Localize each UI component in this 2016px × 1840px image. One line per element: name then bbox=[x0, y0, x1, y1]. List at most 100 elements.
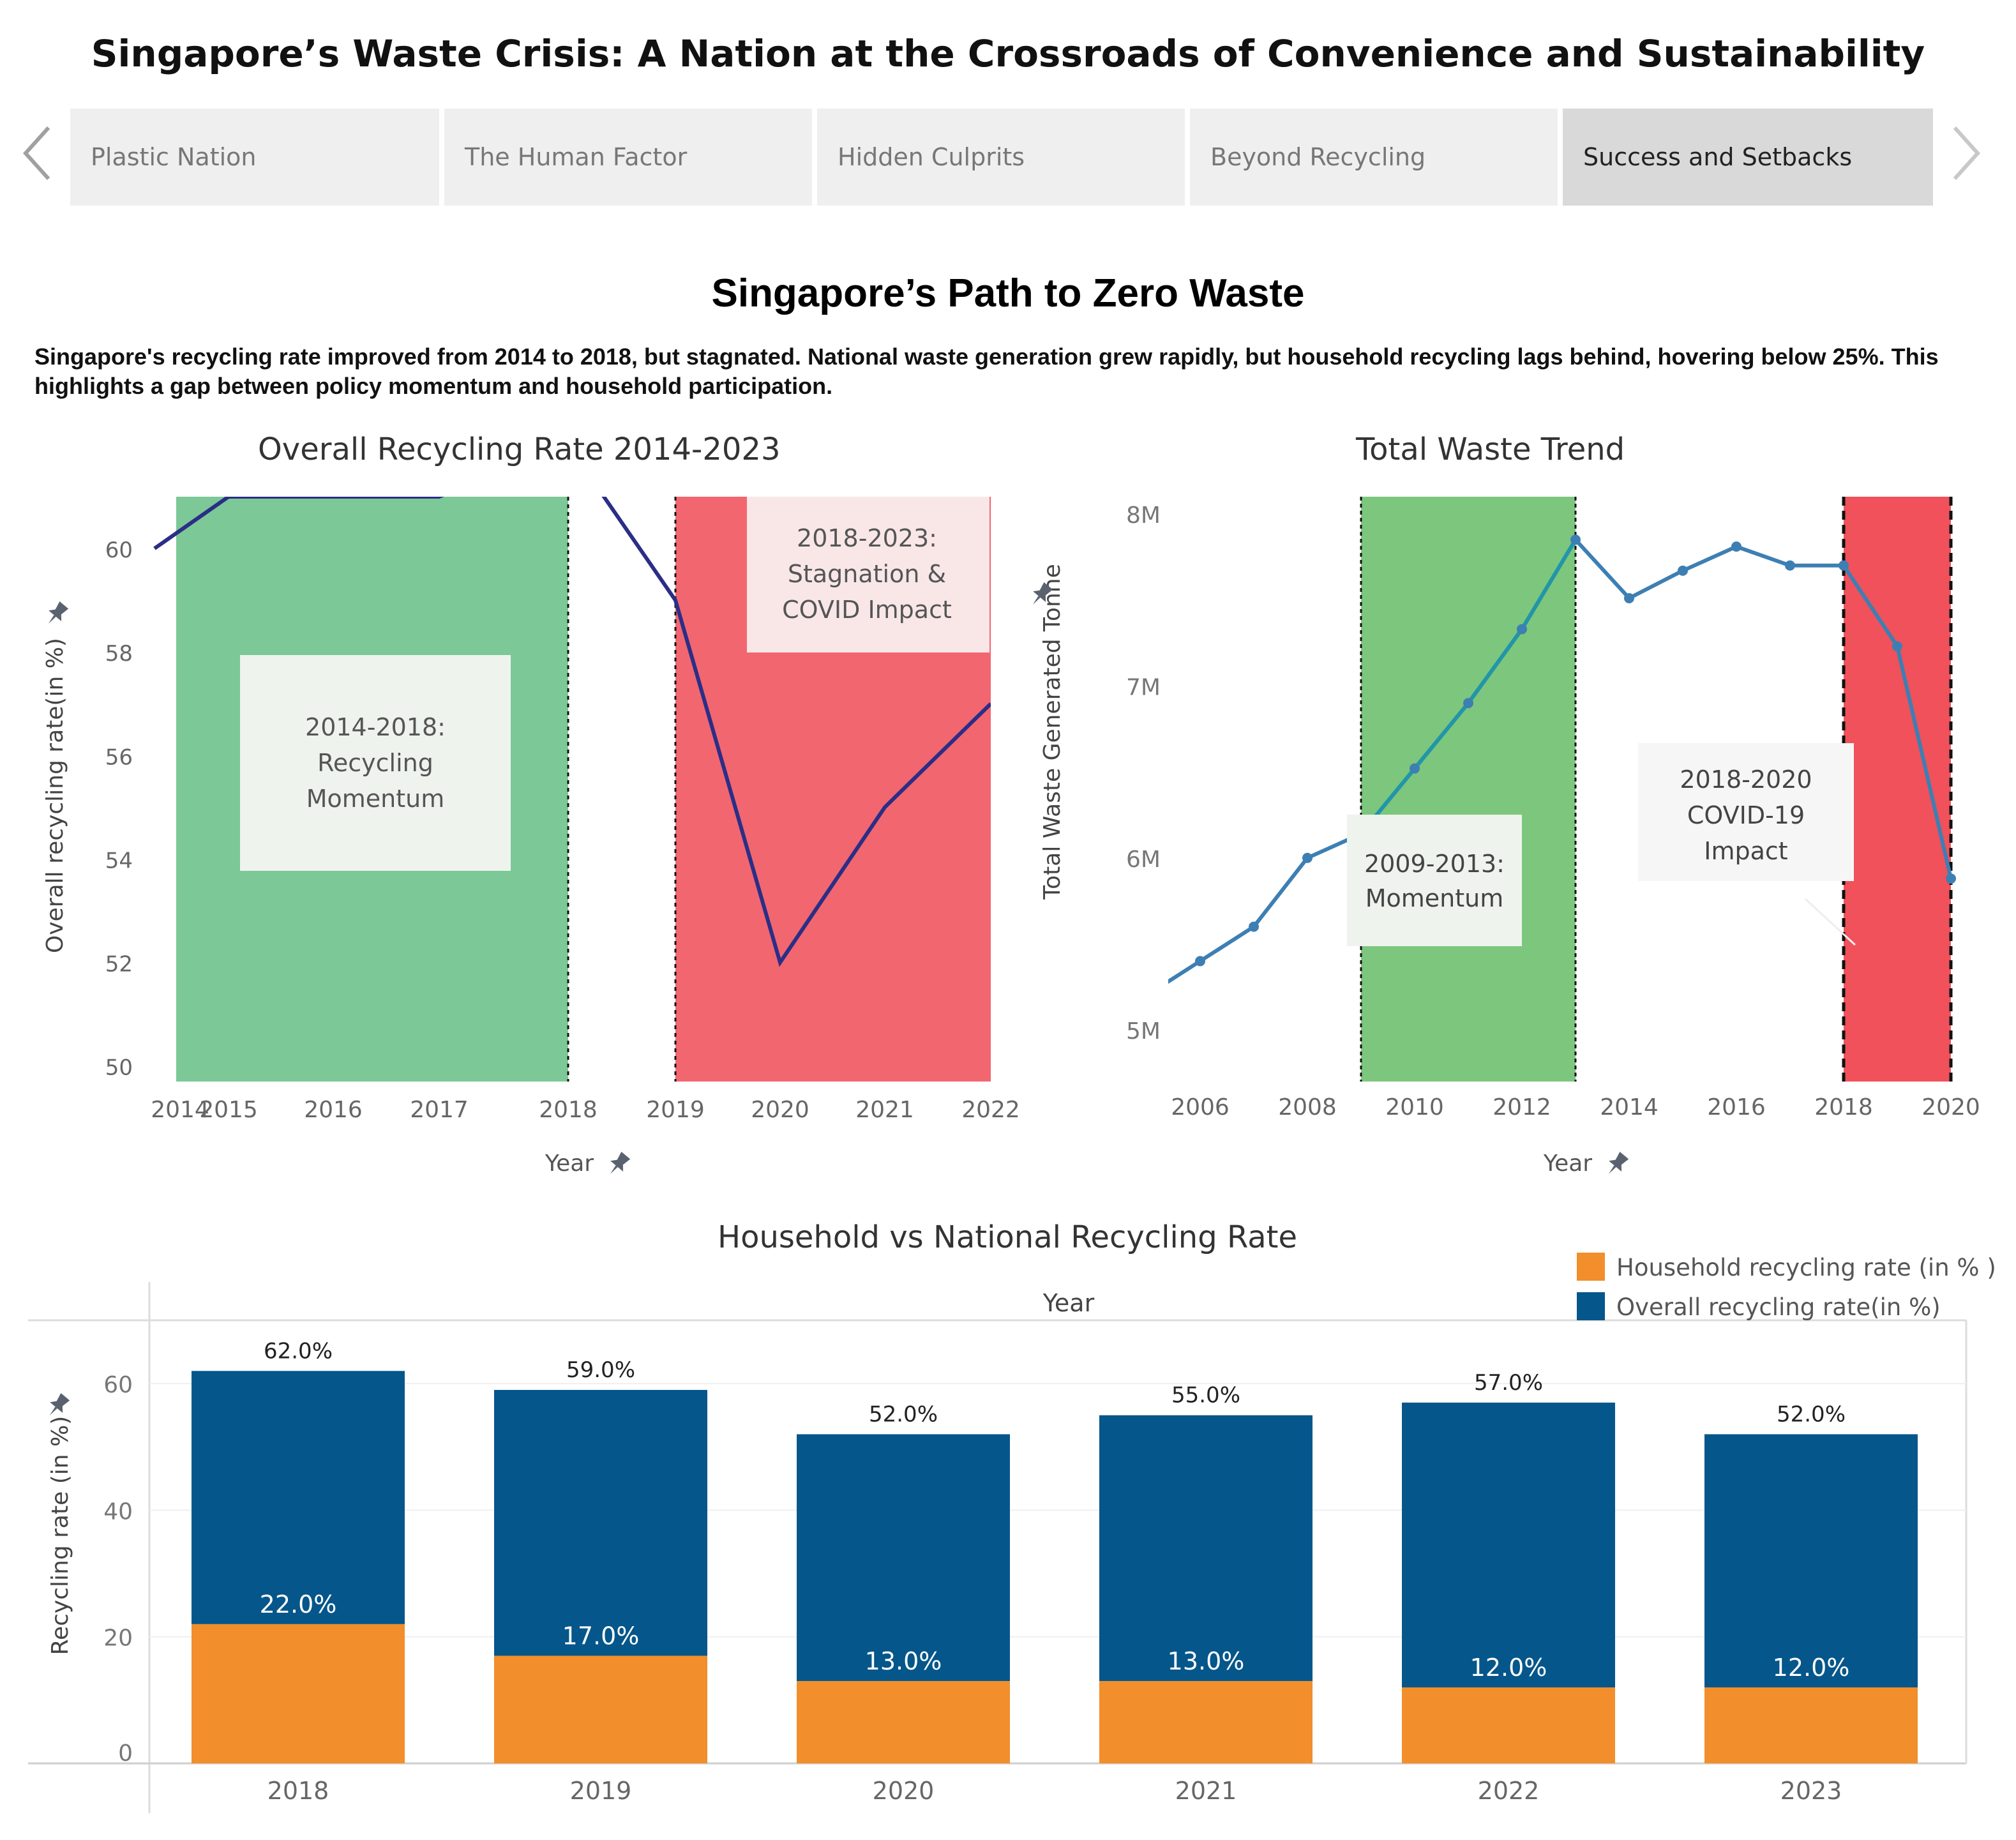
annotation-box-momentum bbox=[1347, 815, 1522, 946]
y-tick-label: 52 bbox=[105, 952, 133, 977]
bar-label-household: 12.0% bbox=[1773, 1654, 1850, 1682]
bar-overall[interactable] bbox=[192, 1371, 405, 1624]
bar-label-overall: 57.0% bbox=[1474, 1370, 1543, 1396]
data-point[interactable] bbox=[1249, 921, 1259, 932]
pin-icon[interactable] bbox=[42, 600, 70, 629]
x-tick-label: 2022 bbox=[1478, 1777, 1540, 1805]
x-tick-label: 2021 bbox=[855, 1097, 914, 1123]
legend-swatch[interactable] bbox=[1577, 1253, 1605, 1281]
data-point[interactable] bbox=[1785, 560, 1795, 571]
y-tick-label: 5M bbox=[1126, 1018, 1161, 1044]
y-axis-title: Total Waste Generated Tonne bbox=[1039, 564, 1065, 900]
annotation-momentum-text: Momentum bbox=[1365, 884, 1504, 912]
bar-label-overall: 62.0% bbox=[264, 1338, 333, 1364]
annotation-momentum-text: 2009-2013: bbox=[1364, 850, 1505, 878]
data-point[interactable] bbox=[1302, 852, 1313, 863]
x-axis-title: Year bbox=[1543, 1150, 1592, 1177]
x-tick-label: 2018 bbox=[1814, 1094, 1873, 1120]
data-point[interactable] bbox=[1410, 763, 1420, 774]
waste-trend-chart[interactable]: 2009-2013: Momentum 2018-2020 COVID-19 Impac… bbox=[1021, 485, 2005, 1188]
pin-icon[interactable] bbox=[1027, 580, 1055, 610]
y-tick-label: 6M bbox=[1126, 847, 1161, 873]
covid-band bbox=[1844, 497, 1951, 1082]
x-tick-label: 2019 bbox=[646, 1097, 705, 1123]
data-point[interactable] bbox=[1463, 698, 1473, 709]
bar-household[interactable] bbox=[1099, 1681, 1313, 1763]
bar-household[interactable] bbox=[797, 1681, 1010, 1763]
data-point[interactable] bbox=[1839, 560, 1849, 571]
annotation-momentum-text: Momentum bbox=[306, 785, 445, 813]
annotation-momentum-text: Recycling bbox=[317, 749, 433, 777]
bar-label-overall: 55.0% bbox=[1171, 1383, 1240, 1408]
recycling-rate-chart[interactable]: 2014-2018: Recycling Momentum 2018-2023: Sta… bbox=[26, 485, 1021, 1188]
recycling-rate-line[interactable] bbox=[153, 485, 991, 967]
recycling-rate-chart-title: Overall Recycling Rate 2014-2023 bbox=[258, 432, 781, 467]
y-tick-label: 20 bbox=[103, 1625, 133, 1652]
annotation-box-momentum bbox=[240, 655, 511, 871]
momentum-band bbox=[1361, 497, 1576, 1082]
annotation-covid-text: Stagnation & bbox=[788, 560, 946, 588]
bar-overall[interactable] bbox=[494, 1390, 707, 1656]
bar-label-household: 22.0% bbox=[260, 1590, 337, 1618]
bar-household[interactable] bbox=[1704, 1687, 1918, 1763]
data-point[interactable] bbox=[1946, 873, 1956, 884]
next-story-point-button[interactable] bbox=[1947, 121, 1985, 196]
bar-label-overall: 52.0% bbox=[869, 1401, 938, 1427]
y-tick-label: 50 bbox=[105, 1055, 133, 1081]
tab-success-and-setbacks[interactable]: Success and Setbacks bbox=[1563, 109, 1933, 206]
bar-overall[interactable] bbox=[1704, 1434, 1918, 1688]
bar-overall[interactable] bbox=[797, 1434, 1010, 1682]
prev-story-point-button[interactable] bbox=[18, 121, 56, 196]
pin-icon[interactable] bbox=[604, 1150, 632, 1179]
story-title: Singapore’s Waste Crisis: A Nation at th… bbox=[91, 32, 1925, 75]
annotation-covid-text: 2018-2023: bbox=[797, 524, 937, 552]
y-tick-label: 7M bbox=[1126, 674, 1161, 700]
x-tick-label: 2018 bbox=[267, 1777, 329, 1805]
y-tick-label: 0 bbox=[118, 1740, 133, 1767]
dashboard-intro: Singapore's recycling rate improved from… bbox=[34, 343, 1939, 399]
y-axis-title: Overall recycling rate(in %) bbox=[42, 638, 68, 953]
pin-icon[interactable] bbox=[1602, 1150, 1630, 1179]
y-tick-label: 8M bbox=[1126, 502, 1161, 529]
data-point[interactable] bbox=[1195, 956, 1205, 967]
data-point[interactable] bbox=[1892, 641, 1902, 652]
annotation-covid-text: COVID-19 bbox=[1687, 801, 1805, 829]
x-tick-label: 2006 bbox=[1171, 1094, 1230, 1120]
tab-hidden-culprits[interactable]: Hidden Culprits bbox=[817, 109, 1185, 206]
x-tick-label: 2016 bbox=[304, 1097, 363, 1123]
data-point[interactable] bbox=[1624, 592, 1634, 603]
data-point[interactable] bbox=[1570, 534, 1581, 545]
y-tick-label: 60 bbox=[103, 1372, 133, 1398]
household-vs-national-chart[interactable]: Year 0 20 40 60 Recycling rate (in %) Househol… bbox=[0, 1245, 2016, 1820]
x-tick-label: 2010 bbox=[1385, 1094, 1444, 1120]
y-tick-label: 56 bbox=[105, 744, 133, 770]
bar-label-household: 12.0% bbox=[1470, 1654, 1547, 1682]
data-point[interactable] bbox=[1731, 541, 1741, 552]
legend-label: Household recycling rate (in % ) bbox=[1616, 1254, 1996, 1281]
bar-household[interactable] bbox=[192, 1624, 405, 1763]
x-tick-label: 2021 bbox=[1175, 1777, 1237, 1805]
pin-icon[interactable] bbox=[43, 1391, 71, 1421]
y-tick-label: 58 bbox=[105, 641, 133, 667]
x-tick-label: 2017 bbox=[410, 1097, 469, 1123]
bar-household[interactable] bbox=[494, 1655, 707, 1763]
legend-swatch[interactable] bbox=[1577, 1292, 1605, 1320]
tab-plastic-nation[interactable]: Plastic Nation bbox=[70, 109, 439, 206]
legend-label: Overall recycling rate(in %) bbox=[1616, 1293, 1941, 1321]
bar-household[interactable] bbox=[1402, 1687, 1615, 1763]
data-point[interactable] bbox=[1517, 624, 1527, 635]
column-header: Year bbox=[1042, 1289, 1095, 1317]
tab-beyond-recycling[interactable]: Beyond Recycling bbox=[1190, 109, 1558, 206]
annotation-covid-text: COVID Impact bbox=[782, 596, 952, 624]
dashboard-title: Singapore’s Path to Zero Waste bbox=[711, 271, 1305, 315]
x-tick-label: 2020 bbox=[751, 1097, 809, 1123]
tab-human-factor[interactable]: The Human Factor bbox=[444, 109, 812, 206]
data-point[interactable] bbox=[1678, 565, 1688, 576]
x-tick-label: 2020 bbox=[1922, 1094, 1980, 1120]
y-axis-title: Recycling rate (in %) bbox=[47, 1416, 73, 1655]
bar-label-overall: 52.0% bbox=[1777, 1401, 1846, 1427]
bar-overall[interactable] bbox=[1402, 1402, 1615, 1688]
bar-label-household: 13.0% bbox=[865, 1647, 942, 1675]
x-tick-label: 2016 bbox=[1707, 1094, 1766, 1120]
bar-overall[interactable] bbox=[1099, 1415, 1313, 1682]
